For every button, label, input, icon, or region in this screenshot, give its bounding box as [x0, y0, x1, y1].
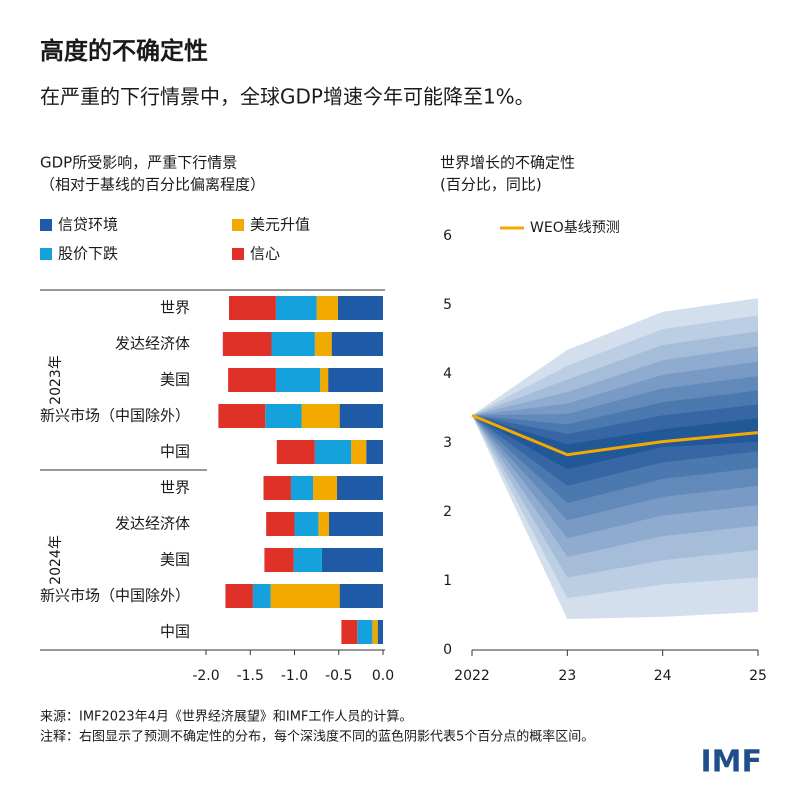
bar-segment: [357, 620, 373, 644]
bar-segment: [222, 332, 272, 356]
y-tick-label: 4: [443, 366, 452, 382]
category-label: 中国: [160, 443, 190, 461]
category-label: 发达经济体: [115, 335, 190, 353]
bar-segment: [328, 368, 383, 392]
fan-band: [472, 415, 758, 470]
bar-segment: [337, 296, 383, 320]
x-tick-label: -1.5: [237, 668, 264, 684]
legend-swatch: [40, 248, 52, 260]
x-tick-label: -0.5: [325, 668, 352, 684]
bar-segment: [270, 584, 340, 608]
source: 来源：IMF2023年4月《世界经济展望》和IMF工作人员的计算。: [40, 709, 412, 725]
category-label: 美国: [160, 371, 190, 389]
y-tick-label: 6: [443, 228, 452, 244]
bar-segment: [301, 404, 340, 428]
legend-swatch: [232, 248, 244, 260]
bar-segment: [229, 296, 276, 320]
category-label: 美国: [160, 551, 190, 569]
bar-segment: [271, 332, 315, 356]
left-chart-title: GDP所受影响，严重下行情景: [40, 154, 237, 172]
category-label: 新兴市场（中国除外）: [40, 407, 190, 425]
bar-segment: [320, 368, 329, 392]
bar-segment: [341, 620, 358, 644]
legend-swatch: [232, 219, 244, 231]
bar-segment: [336, 476, 383, 500]
bar-segment: [339, 404, 383, 428]
bar-segment: [218, 404, 266, 428]
bar-segment: [275, 296, 317, 320]
bar-segment: [264, 548, 294, 572]
right-chart-title: 世界增长的不确定性: [440, 154, 575, 172]
legend-label: WEO基线预测: [530, 219, 620, 236]
bar-segment: [228, 368, 276, 392]
x-tick-label: 25: [749, 668, 767, 684]
bar-segment: [331, 332, 383, 356]
legend-label: 美元升值: [250, 216, 310, 234]
title: 高度的不确定性: [40, 37, 208, 65]
legend-label: 信贷环境: [58, 216, 118, 234]
x-tick-label: 2022: [454, 668, 490, 684]
bar-segment: [366, 440, 383, 464]
y-tick-label: 3: [443, 435, 452, 451]
bar-segment: [372, 620, 378, 644]
category-label: 新兴市场（中国除外）: [40, 587, 190, 605]
bar-segment: [252, 584, 271, 608]
y-tick-label: 2: [443, 504, 452, 520]
baseline-line: [471, 414, 759, 457]
category-label: 世界: [160, 479, 190, 497]
category-label: 发达经济体: [115, 515, 190, 533]
bar-segment: [351, 440, 367, 464]
bar-segment: [314, 440, 352, 464]
x-tick-label: -2.0: [192, 668, 219, 684]
y-tick-label: 5: [443, 297, 452, 313]
group-label: 2024年: [48, 535, 64, 585]
y-tick-label: 0: [443, 642, 452, 658]
category-label: 中国: [160, 623, 190, 641]
legend-label: 信心: [250, 245, 280, 263]
bar-segment: [377, 620, 383, 644]
x-tick-label: 23: [558, 668, 576, 684]
bar-segment: [339, 584, 383, 608]
bar-segment: [275, 368, 321, 392]
bar-segment: [313, 476, 337, 500]
bar-segment: [276, 440, 315, 464]
legend-label: 股价下跌: [58, 245, 118, 263]
bar-segment: [329, 512, 383, 536]
x-tick-label: 24: [654, 668, 672, 684]
x-tick-label: 0.0: [372, 668, 394, 684]
bar-segment: [316, 296, 338, 320]
right-chart-subtitle: (百分比，同比): [440, 176, 542, 194]
bar-segment: [225, 584, 253, 608]
bar-segment: [294, 512, 319, 536]
subtitle: 在严重的下行情景中，全球GDP增速今年可能降至1%。: [40, 85, 535, 109]
bar-segment: [290, 476, 314, 500]
bar-segment: [265, 404, 302, 428]
y-tick-label: 1: [443, 573, 452, 589]
category-label: 世界: [160, 299, 190, 317]
bar-segment: [266, 512, 295, 536]
bar-segment: [293, 548, 322, 572]
legend-swatch: [40, 219, 52, 231]
x-tick-label: -1.0: [281, 668, 308, 684]
bar-segment: [314, 332, 332, 356]
logo: IMF: [700, 745, 762, 780]
bar-segment: [263, 476, 291, 500]
left-chart-subtitle: （相对于基线的百分比偏离程度）: [40, 176, 265, 194]
group-label: 2023年: [48, 355, 64, 405]
note: 注释：右图显示了预测不确定性的分布，每个深浅度不同的蓝色阴影代表5个百分点的概率…: [40, 729, 594, 745]
bar-segment: [318, 512, 330, 536]
bar-segment: [321, 548, 383, 572]
